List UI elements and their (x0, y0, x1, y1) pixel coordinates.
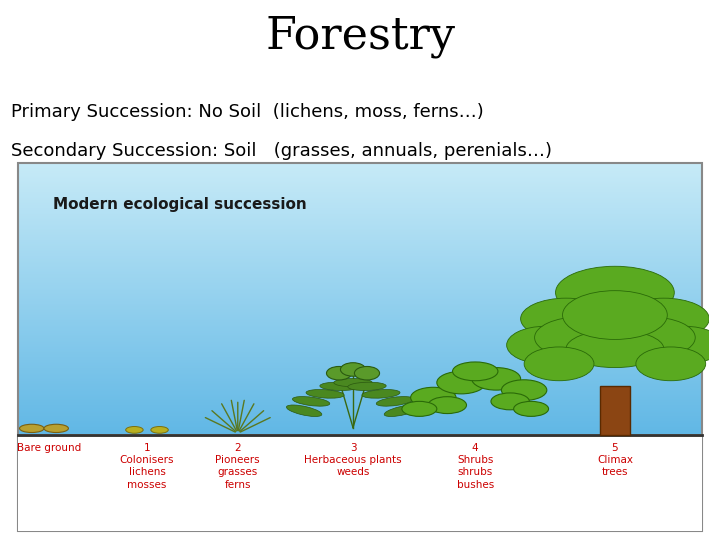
Bar (18, 434, 702, 441)
Text: Secondary Succession: Soil   (grasses, annuals, perenials…): Secondary Succession: Soil (grasses, ann… (11, 142, 552, 160)
Ellipse shape (428, 397, 467, 414)
Ellipse shape (44, 424, 68, 433)
Ellipse shape (562, 291, 667, 340)
Text: Primary Succession: No Soil  (lichens, moss, ferns…): Primary Succession: No Soil (lichens, mo… (11, 103, 484, 121)
Text: Forestry: Forestry (265, 15, 455, 58)
Ellipse shape (437, 372, 486, 394)
Ellipse shape (556, 266, 675, 319)
Ellipse shape (507, 326, 583, 364)
Text: 2
Pioneers
grasses
ferns: 2 Pioneers grasses ferns (215, 443, 260, 490)
Ellipse shape (513, 401, 549, 416)
Circle shape (326, 367, 351, 380)
Ellipse shape (334, 379, 372, 387)
Ellipse shape (501, 380, 546, 401)
Ellipse shape (320, 382, 359, 390)
Ellipse shape (402, 401, 437, 416)
Text: 3
Herbaceous plants
weeds: 3 Herbaceous plants weeds (305, 443, 402, 477)
Ellipse shape (636, 347, 706, 381)
Ellipse shape (453, 362, 498, 381)
Text: Modern ecological succession: Modern ecological succession (53, 197, 307, 212)
Ellipse shape (647, 326, 720, 364)
Text: 4
Shrubs
shrubs
bushes: 4 Shrubs shrubs bushes (456, 443, 494, 490)
Ellipse shape (491, 393, 529, 410)
Ellipse shape (618, 298, 709, 340)
Ellipse shape (126, 427, 143, 433)
Ellipse shape (19, 424, 44, 433)
Ellipse shape (524, 347, 594, 381)
Bar (600, 386, 630, 435)
Ellipse shape (306, 389, 344, 398)
Circle shape (341, 363, 366, 376)
Circle shape (354, 367, 379, 380)
Ellipse shape (534, 317, 626, 358)
Ellipse shape (521, 298, 611, 340)
Ellipse shape (362, 389, 400, 398)
Bar (18, 437, 702, 531)
Text: 1
Colonisers
lichens
mosses: 1 Colonisers lichens mosses (120, 443, 174, 490)
Ellipse shape (605, 317, 696, 358)
Ellipse shape (292, 396, 330, 406)
Ellipse shape (287, 405, 322, 416)
Ellipse shape (150, 427, 168, 433)
Ellipse shape (566, 330, 664, 368)
Ellipse shape (377, 396, 413, 406)
Ellipse shape (384, 405, 420, 416)
Ellipse shape (348, 382, 386, 390)
Ellipse shape (472, 368, 521, 390)
Text: 5
Climax
trees: 5 Climax trees (597, 443, 633, 477)
Text: Bare ground: Bare ground (17, 443, 81, 453)
Ellipse shape (410, 387, 456, 408)
